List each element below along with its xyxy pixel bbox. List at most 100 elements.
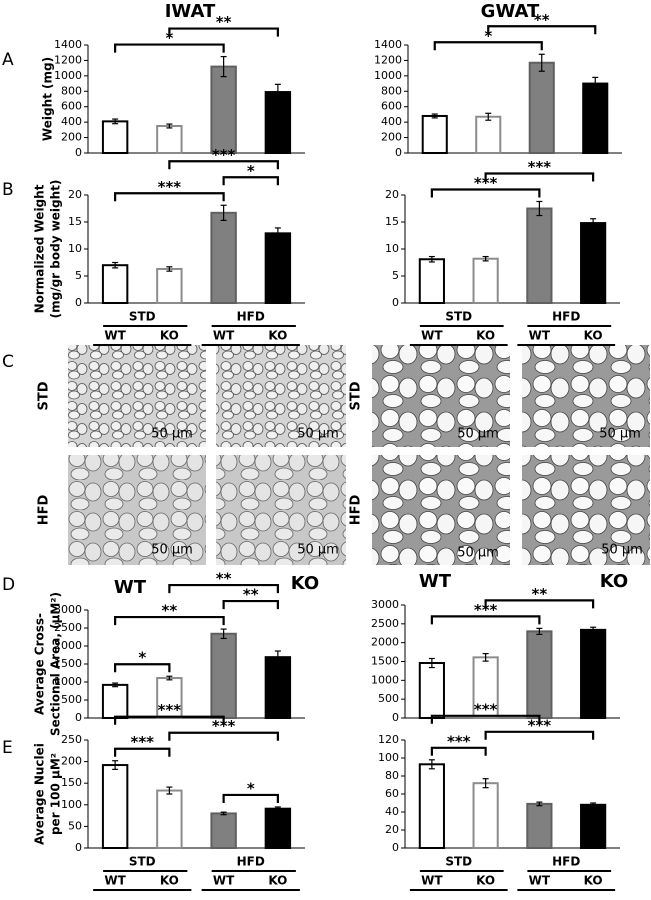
- bar: [156, 267, 183, 305]
- bar: [101, 264, 129, 305]
- y-tick-label: 20: [68, 188, 82, 201]
- bar: [101, 683, 129, 720]
- significance-bracket: [114, 715, 225, 725]
- y-tick-label: 40: [385, 805, 399, 818]
- bar: [210, 632, 237, 720]
- y-tick-label: 400: [61, 115, 82, 128]
- panel-letter: E: [2, 738, 13, 758]
- y-tick-label: 800: [61, 84, 82, 97]
- significance-label: **: [162, 602, 178, 620]
- panel-header: KO: [291, 573, 319, 594]
- x-tick-label: WT: [213, 874, 235, 888]
- y-tick-label: 5: [75, 269, 82, 282]
- micrograph-text: 50 µm 50 µm 50 µm 50 µm 50 µm 50 µm 50 µ…: [37, 381, 643, 560]
- y-tick-label: 2000: [54, 639, 82, 652]
- significance-label: *: [138, 649, 146, 667]
- y-tick-label: 500: [61, 693, 82, 706]
- y-tick-label: 1000: [54, 69, 82, 82]
- bar: [580, 803, 607, 849]
- bar: [418, 763, 445, 849]
- y-axis-label: Sectional Area, (µM²): [49, 592, 63, 736]
- significance-label: ***: [447, 732, 471, 750]
- significance-label: ***: [158, 701, 182, 719]
- y-tick-label: 1200: [374, 53, 402, 66]
- y-tick-label: 3000: [371, 598, 399, 611]
- significance-label: ***: [130, 733, 154, 751]
- x-tick-label: KO: [476, 329, 495, 343]
- significance-label: **: [534, 11, 550, 29]
- column-title: GWAT: [481, 1, 540, 22]
- bar: [418, 258, 445, 305]
- panel-letter: B: [2, 180, 14, 200]
- x-tick-label: KO: [268, 329, 287, 343]
- panel-letter: D: [2, 575, 15, 595]
- bar: [421, 114, 448, 154]
- significance-label: *: [484, 27, 492, 45]
- y-tick-label: 200: [381, 131, 402, 144]
- bar: [156, 789, 183, 850]
- y-tick-label: 1000: [54, 675, 82, 688]
- y-tick-label: 0: [75, 296, 82, 309]
- y-tick-label: 10: [68, 242, 82, 255]
- micrograph: [68, 345, 206, 447]
- y-tick-label: 200: [61, 755, 82, 768]
- row-label: HFD: [349, 495, 364, 526]
- y-tick-label: 80: [385, 769, 399, 782]
- bar: [101, 120, 129, 154]
- scale-bar-label: 50 µm: [151, 427, 193, 442]
- significance-bracket: [168, 27, 279, 37]
- group-label: STD: [129, 855, 156, 869]
- y-axis-label: Average Nuclei: [33, 743, 47, 845]
- significance-bracket: [430, 615, 541, 625]
- x-tick-label: WT: [104, 329, 126, 343]
- y-tick-label: 60: [385, 787, 399, 800]
- bar: [580, 628, 607, 719]
- micrograph: [216, 345, 346, 447]
- significance-bracket: [114, 747, 171, 757]
- panel-header: KO: [600, 571, 628, 592]
- bar: [264, 232, 292, 304]
- y-tick-label: 20: [385, 188, 399, 201]
- y-axis-label: Normalized Weight: [33, 184, 47, 313]
- row-label: HFD: [37, 495, 52, 526]
- micrograph: [68, 455, 206, 565]
- bar: [528, 61, 555, 154]
- micrograph: [372, 455, 510, 565]
- bar: [580, 222, 607, 304]
- group-label: HFD: [237, 855, 265, 869]
- significance-label: ***: [528, 716, 552, 734]
- group-label: STD: [129, 310, 156, 324]
- significance-bracket: [484, 730, 595, 740]
- significance-bracket: [430, 188, 541, 198]
- group-label: HFD: [552, 310, 580, 324]
- x-tick-label: WT: [421, 329, 443, 343]
- y-tick-label: 1400: [54, 38, 82, 51]
- bar: [264, 656, 292, 719]
- scale-bar-label: 50 µm: [297, 427, 339, 442]
- y-tick-label: 600: [381, 100, 402, 113]
- x-tick-label: KO: [476, 874, 495, 888]
- y-tick-label: 1400: [374, 38, 402, 51]
- y-tick-label: 2500: [371, 617, 399, 630]
- x-tick-label: WT: [529, 874, 551, 888]
- x-tick-label: KO: [160, 874, 179, 888]
- micrograph: [216, 455, 346, 565]
- significance-label: *: [247, 162, 255, 180]
- scale-bar-label: 50 µm: [151, 543, 193, 558]
- significance-label: ***: [212, 717, 236, 735]
- significance-bracket: [168, 583, 279, 594]
- bar: [156, 125, 183, 154]
- significance-bracket: [484, 172, 595, 182]
- panel-header: WT: [114, 577, 147, 598]
- y-tick-label: 15: [385, 215, 399, 228]
- significance-label: ***: [158, 178, 182, 196]
- y-tick-label: 1200: [54, 53, 82, 66]
- y-tick-label: 1500: [54, 657, 82, 670]
- significance-bracket: [114, 663, 171, 673]
- bar: [582, 82, 609, 154]
- group-label: STD: [445, 310, 472, 324]
- x-tick-label: KO: [160, 329, 179, 343]
- y-tick-label: 0: [75, 711, 82, 724]
- significance-label: *: [247, 779, 255, 797]
